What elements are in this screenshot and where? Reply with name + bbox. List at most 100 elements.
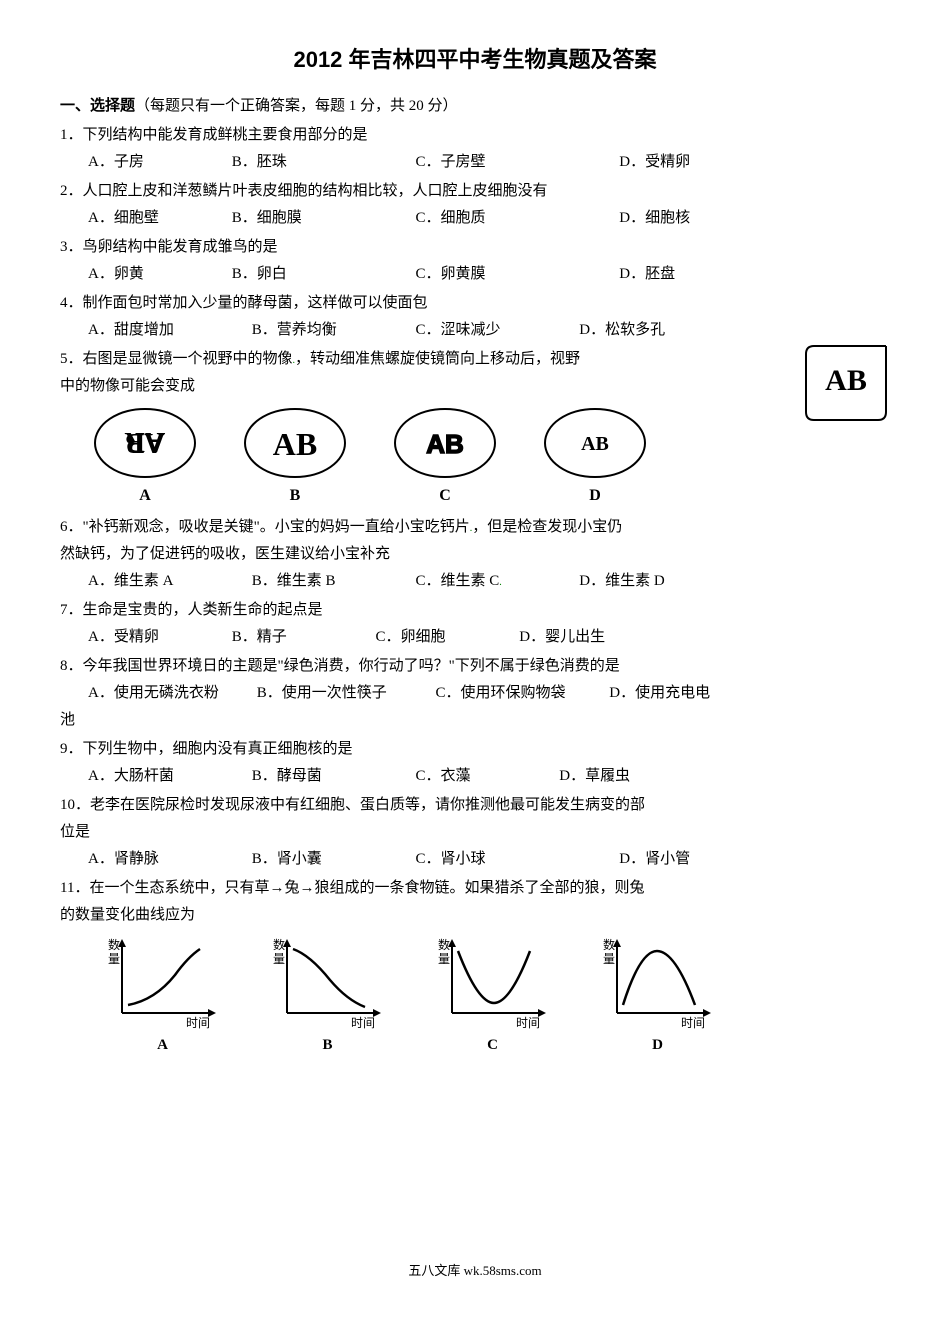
q8-opt-c: C．使用环保购物袋: [436, 680, 606, 707]
q7-opt-c: C．卵细胞: [376, 624, 516, 651]
q8-opt-d: D．使用充电电: [609, 680, 710, 707]
axis-x-label: 时间: [186, 1016, 210, 1030]
question-1: 1．下列结构中能发育成鲜桃主要食用部分的是 A．子房 B．胚珠 C．子房壁 D．…: [60, 122, 890, 176]
q5-line1a: 5．右图是显微镜一个视野中的物像: [60, 351, 293, 367]
q8-opt-a: A．使用无磷洗衣粉: [88, 680, 253, 707]
question-8: 8．今年我国世界环境日的主题是"绿色消费，你行动了吗？"下列不属于绿色消费的是 …: [60, 653, 890, 734]
q7-opt-d: D．婴儿出生: [519, 624, 605, 651]
q3-options: A．卵黄 B．卵白 C．卵黄膜 D．胚盘: [60, 261, 890, 288]
q5-line2: 中的物像可能会变成: [60, 373, 890, 400]
q6-opt-d: D．维生素 D: [579, 568, 664, 595]
q5-fig-c: AB C: [390, 406, 500, 511]
question-3: 3．鸟卵结构中能发育成雏鸟的是 A．卵黄 B．卵白 C．卵黄膜 D．胚盘: [60, 234, 890, 288]
svg-text:AB: AB: [126, 427, 165, 458]
question-5: 5．右图是显微镜一个视野中的物像.，转动细准焦螺旋使镜筒向上移动后，视野 中的物…: [60, 346, 890, 511]
q11-chart-d: 数 量 时间 D: [595, 935, 720, 1059]
q5-fig-d: AB D: [540, 406, 650, 511]
q2-opt-a: A．细胞壁: [88, 205, 228, 232]
question-6: 6．"补钙新观念，吸收是关键"。小宝的妈妈一直给小宝吃钙片.，但是检查发现小宝仍…: [60, 514, 890, 595]
q10-line1: 10．老李在医院尿检时发现尿液中有红细胞、蛋白质等，请你推测他最可能发生病变的部: [60, 792, 890, 819]
q4-opt-d: D．松软多孔: [579, 317, 665, 344]
q5-label-c: C: [439, 482, 451, 511]
q1-options: A．子房 B．胚珠 C．子房壁 D．受精卵: [60, 149, 890, 176]
q3-stem: 3．鸟卵结构中能发育成雏鸟的是: [60, 234, 890, 261]
page-footer: 五八文库 wk.58sms.com: [60, 1259, 890, 1282]
q5-label-a: A: [139, 482, 151, 511]
q10-options: A．肾静脉 B．肾小囊 C．肾小球 D．肾小管: [60, 846, 890, 873]
q6-options: A．维生素 A B．维生素 B C．维生素 C. D．维生素 D: [60, 568, 890, 595]
q11-chart-c: 数 量 时间 C: [430, 935, 555, 1059]
q8-line1: 8．今年我国世界环境日的主题是"绿色消费，你行动了吗？"下列不属于绿色消费的是: [60, 653, 890, 680]
q6-opt-a: A．维生素 A: [88, 568, 248, 595]
axis-y-label: 数: [273, 937, 285, 952]
q2-options: A．细胞壁 B．细胞膜 C．细胞质 D．细胞核: [60, 205, 890, 232]
q6-opt-b: B．维生素 B: [252, 568, 412, 595]
q6-opt-c: C．维生素 C.: [416, 568, 576, 595]
q9-options: A．大肠杆菌 B．酵母菌 C．衣藻 D．草履虫: [60, 763, 890, 790]
q7-opt-b: B．精子: [232, 624, 372, 651]
q7-stem: 7．生命是宝贵的，人类新生命的起点是: [60, 597, 890, 624]
q9-stem: 9．下列生物中，细胞内没有真正细胞核的是: [60, 736, 890, 763]
q5-fig-b: AB B: [240, 406, 350, 511]
q1-opt-a: A．子房: [88, 149, 228, 176]
axis-y-label2: 量: [273, 952, 285, 966]
q11-label-b: B: [322, 1032, 332, 1059]
svg-text:AB: AB: [581, 433, 609, 455]
q11-line2: 的数量变化曲线应为: [60, 902, 890, 929]
q5-label-d: D: [589, 482, 601, 511]
q9-opt-b: B．酵母菌: [252, 763, 412, 790]
axis-y-label: 数: [438, 937, 450, 952]
svg-text:AB: AB: [426, 429, 464, 459]
q1-opt-b: B．胚珠: [232, 149, 412, 176]
q5-answer-figures: ЯА AB A AB B AB C AB: [90, 406, 890, 511]
question-2: 2．人口腔上皮和洋葱鳞片叶表皮细胞的结构相比较，人口腔上皮细胞没有 A．细胞壁 …: [60, 178, 890, 232]
q6-opt-c-text: C．维生素 C: [416, 568, 500, 595]
q10-opt-c: C．肾小球: [416, 846, 616, 873]
q8-opt-b: B．使用一次性筷子: [257, 680, 432, 707]
q10-opt-a: A．肾静脉: [88, 846, 248, 873]
q2-stem: 2．人口腔上皮和洋葱鳞片叶表皮细胞的结构相比较，人口腔上皮细胞没有: [60, 178, 890, 205]
q4-options: A．甜度增加 B．营养均衡 C．涩味减少 D．松软多孔: [60, 317, 890, 344]
q6-line2: 然缺钙，为了促进钙的吸收，医生建议给小宝补充: [60, 541, 890, 568]
q2-opt-b: B．细胞膜: [232, 205, 412, 232]
axis-y-label2: 量: [108, 952, 120, 966]
axis-y-label: 数: [108, 937, 120, 952]
q3-opt-a: A．卵黄: [88, 261, 228, 288]
question-9: 9．下列生物中，细胞内没有真正细胞核的是 A．大肠杆菌 B．酵母菌 C．衣藻 D…: [60, 736, 890, 790]
q11-charts: 数 量 时间 A 数 量 时间 B: [100, 935, 890, 1059]
q7-opt-a: A．受精卵: [88, 624, 228, 651]
q3-opt-d: D．胚盘: [619, 261, 675, 288]
q5-line1: 5．右图是显微镜一个视野中的物像.，转动细准焦螺旋使镜筒向上移动后，视野: [60, 346, 890, 373]
section-1-note: （每题只有一个正确答案，每题 1 分，共 20 分）: [135, 98, 458, 114]
q8-options: A．使用无磷洗衣粉 B．使用一次性筷子 C．使用环保购物袋 D．使用充电电: [60, 680, 890, 707]
q10-line2: 位是: [60, 819, 890, 846]
q5-reference-figure: AB: [802, 342, 890, 434]
axis-x-label: 时间: [681, 1016, 705, 1030]
axis-y-label: 数: [603, 937, 615, 952]
question-7: 7．生命是宝贵的，人类新生命的起点是 A．受精卵 B．精子 C．卵细胞 D．婴儿…: [60, 597, 890, 651]
q1-opt-d: D．受精卵: [619, 149, 690, 176]
axis-y-label2: 量: [438, 952, 450, 966]
q11-label-d: D: [652, 1032, 663, 1059]
question-4: 4．制作面包时常加入少量的酵母菌，这样做可以使面包 A．甜度增加 B．营养均衡 …: [60, 290, 890, 344]
q7-options: A．受精卵 B．精子 C．卵细胞 D．婴儿出生: [60, 624, 890, 651]
q3-opt-c: C．卵黄膜: [416, 261, 616, 288]
axis-x-label: 时间: [516, 1016, 540, 1030]
svg-text:AB: AB: [273, 426, 317, 462]
section-1-header: 一、选择题（每题只有一个正确答案，每题 1 分，共 20 分）: [60, 92, 890, 120]
q9-opt-a: A．大肠杆菌: [88, 763, 248, 790]
q2-opt-c: C．细胞质: [416, 205, 616, 232]
q5-ref-text: AB: [825, 364, 867, 397]
exam-title: 2012 年吉林四平中考生物真题及答案: [60, 40, 890, 80]
q4-opt-b: B．营养均衡: [252, 317, 412, 344]
q4-opt-c: C．涩味减少: [416, 317, 576, 344]
q10-opt-b: B．肾小囊: [252, 846, 412, 873]
q9-opt-d: D．草履虫: [559, 763, 630, 790]
q11-chart-a: 数 量 时间 A: [100, 935, 225, 1059]
section-1-label: 一、选择题: [60, 97, 135, 114]
q4-opt-a: A．甜度增加: [88, 317, 248, 344]
q9-opt-c: C．衣藻: [416, 763, 556, 790]
question-10: 10．老李在医院尿检时发现尿液中有红细胞、蛋白质等，请你推测他最可能发生病变的部…: [60, 792, 890, 873]
q6-line1b: ，但是检查发现小宝仍: [472, 519, 622, 535]
q1-opt-c: C．子房壁: [416, 149, 616, 176]
